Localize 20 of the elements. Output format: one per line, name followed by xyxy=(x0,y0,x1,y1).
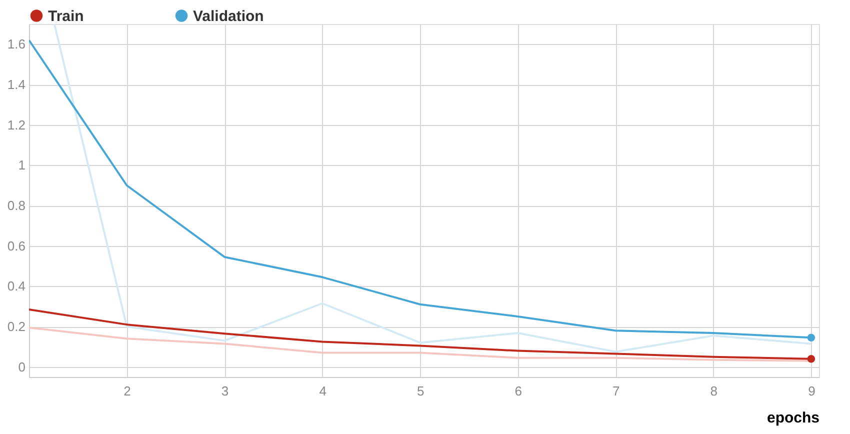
legend-label: Validation xyxy=(193,8,264,25)
x-tick-label: 9 xyxy=(808,384,816,398)
x-tick-label: 5 xyxy=(416,384,424,398)
y-tick-label: 0.4 xyxy=(7,278,26,294)
y-tick-label: 1 xyxy=(18,158,26,173)
y-tick-label: 0.8 xyxy=(7,198,26,214)
y-tick-label: 0.6 xyxy=(7,238,26,254)
y-tick-label: 1.6 xyxy=(7,36,26,52)
x-tick-label: 6 xyxy=(514,384,522,398)
x-axis-title: epochs xyxy=(766,410,820,426)
x-tick-label: 2 xyxy=(124,384,131,398)
y-tick-label: 1.4 xyxy=(7,77,26,92)
x-tick-label: 3 xyxy=(221,384,229,398)
y-tick-label: 0 xyxy=(18,359,26,374)
x-tick-label: 8 xyxy=(710,384,718,398)
y-tick-label: 0.2 xyxy=(7,319,26,334)
x-tick-label: 4 xyxy=(319,384,326,398)
x-tick-label: 7 xyxy=(612,384,620,398)
y-tick-label: 1.2 xyxy=(7,117,26,132)
legend-label: Train xyxy=(48,8,84,25)
